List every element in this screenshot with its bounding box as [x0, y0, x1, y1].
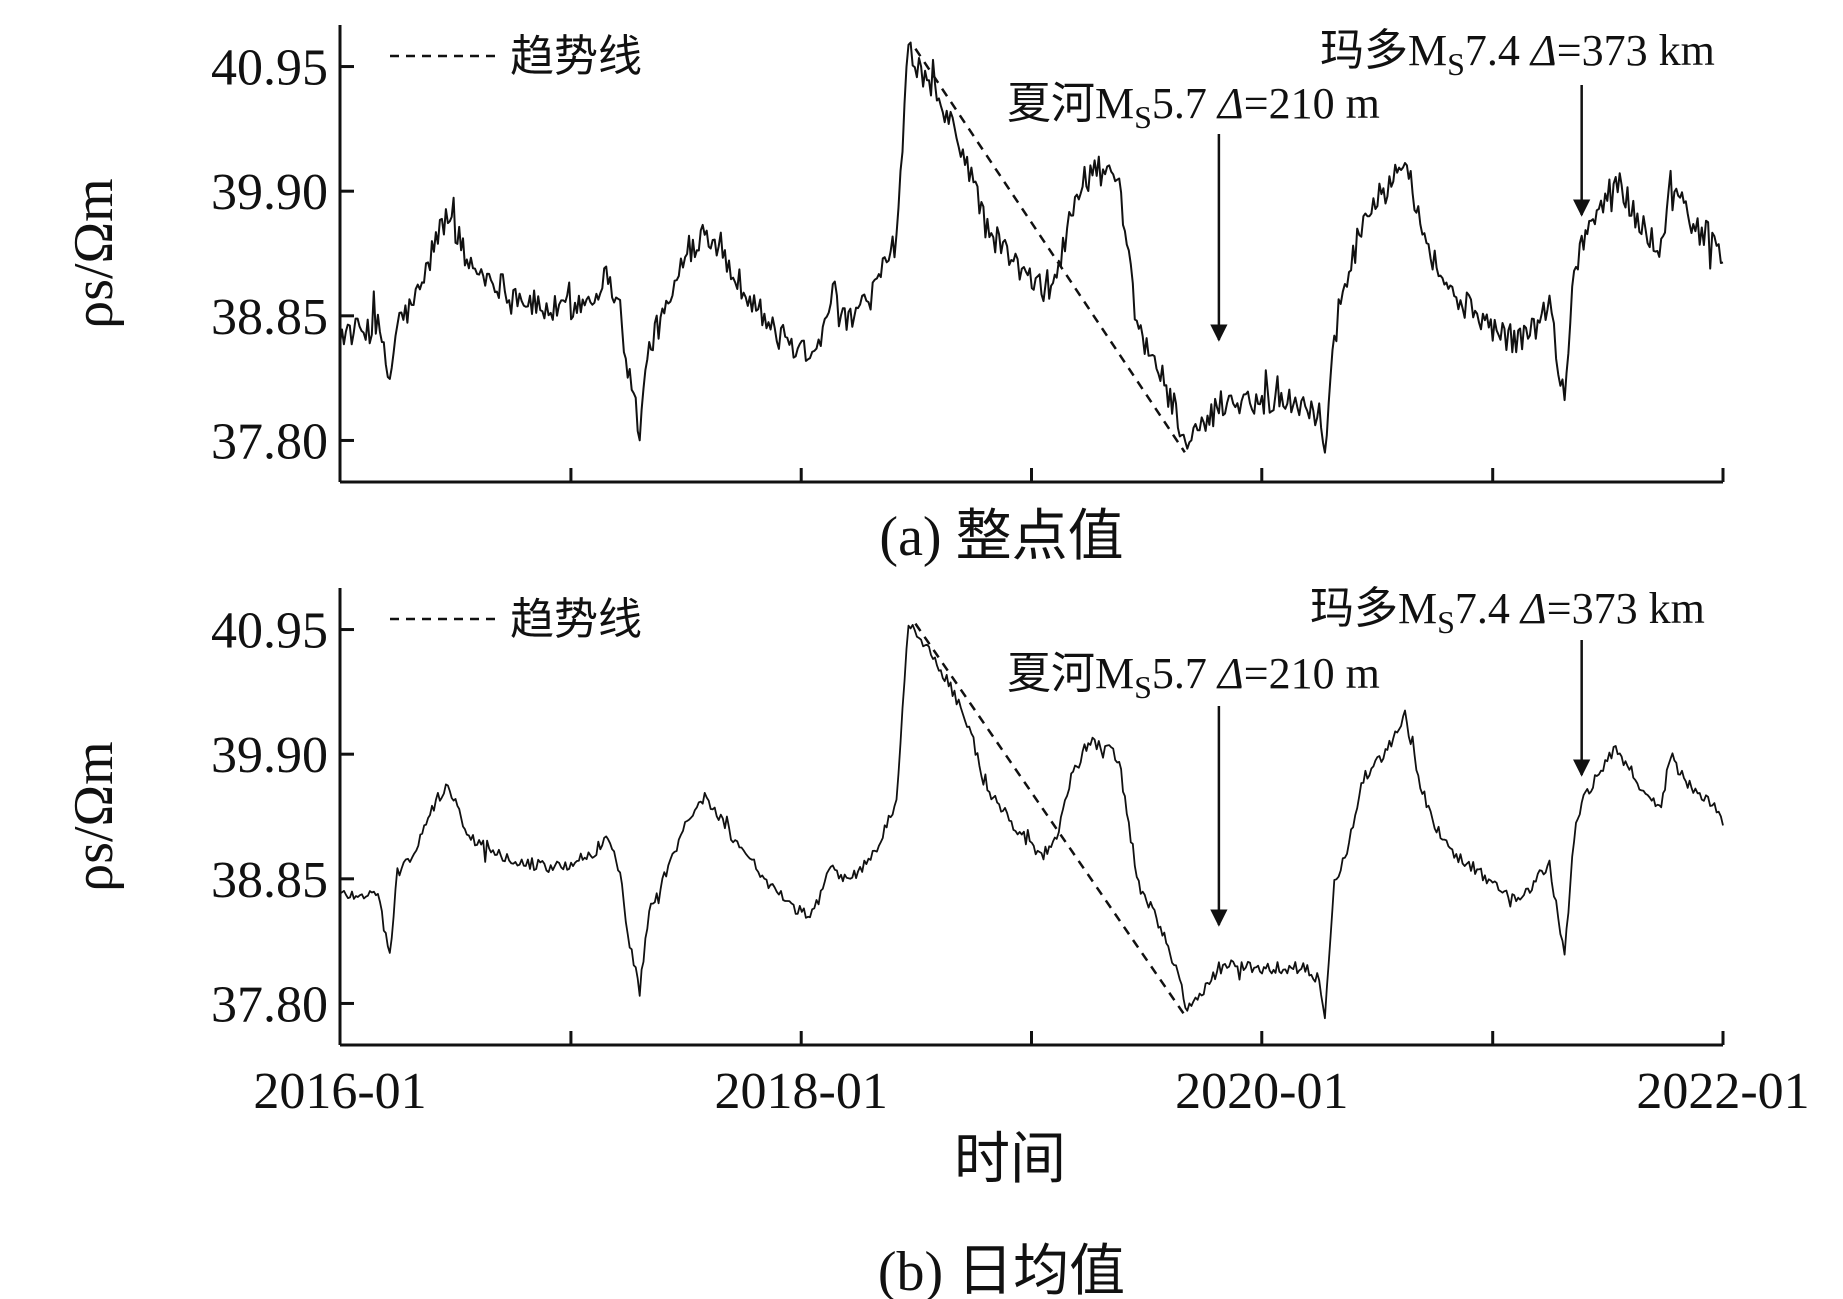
panel-a-legend-label: 趋势线 [510, 31, 642, 82]
panel-b-y-tick-label: 37.80 [211, 976, 328, 1033]
panel-a-annotation-maduo: 玛多MS7.4 Δ=373 km [1320, 26, 1715, 82]
panel-b-y-tick-label: 39.90 [211, 727, 328, 784]
panel-b-y-tick-label: 38.85 [211, 852, 328, 909]
panel-b-y-axis-label: ρs/Ωm [63, 741, 125, 891]
panel-a-annotation-xiahe: 夏河MS5.7 Δ=210 m [1007, 79, 1380, 135]
panel-b: 37.80 38.85 39.90 40.95 2016-01 2018-01 2020-0… [63, 584, 1810, 1299]
panel-a-data-line [339, 41, 1724, 454]
panel-b-x-tick-label: 2016-01 [253, 1063, 426, 1120]
panel-b-x-tick-label: 2020-01 [1175, 1063, 1348, 1120]
panel-b-annotation-maduo: 玛多MS7.4 Δ=373 km [1310, 584, 1705, 640]
panel-a-y-tick-label: 40.95 [211, 40, 328, 97]
panel-b-y-tick-label: 40.95 [211, 603, 328, 660]
panel-a-trend-line [914, 48, 1186, 454]
x-axis-label: 时间 [954, 1129, 1066, 1191]
panel-a-caption: (a) 整点值 [879, 506, 1123, 568]
panel-a-y-axis-label: ρs/Ωm [63, 178, 125, 328]
panel-a-y-tick-label: 38.85 [211, 289, 328, 346]
panel-b-annotation-xiahe: 夏河MS5.7 Δ=210 m [1007, 649, 1380, 705]
panel-b-legend-label: 趋势线 [510, 594, 642, 645]
panel-a-y-tick-label: 39.90 [211, 164, 328, 221]
panel-b-x-tick-label: 2018-01 [715, 1063, 888, 1120]
panel-b-x-tick-label: 2022-01 [1636, 1063, 1809, 1120]
panel-b-caption: (b) 日均值 [878, 1241, 1125, 1299]
panel-b-data-line [339, 624, 1724, 1020]
panel-a-y-tick-label: 37.80 [211, 413, 328, 470]
